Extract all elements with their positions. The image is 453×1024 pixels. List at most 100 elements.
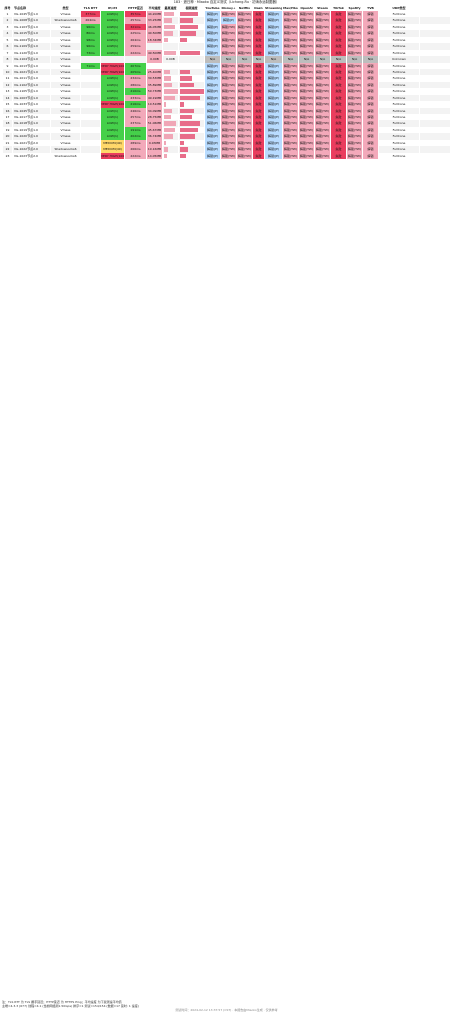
speed-bar [180, 76, 193, 81]
table-cell: VG-1033节点1.0 [13, 101, 51, 108]
table-cell: 解锁(TW) [299, 36, 315, 44]
table-cell: 解锁(JP) [205, 152, 221, 160]
table-cell: 解锁(JP) [205, 101, 221, 108]
table-cell: 解锁 [363, 114, 379, 121]
table-cell: 解锁(TW) [347, 11, 363, 18]
table-cell: 解锁(TW) [315, 101, 331, 108]
table-cell: 解锁(JP) [265, 68, 283, 76]
table-cell: 解锁(TW) [315, 126, 331, 134]
table-cell: VG-1013节点1.0 [13, 62, 51, 69]
table-cell: 失败 [331, 62, 347, 69]
speed-bar [180, 24, 199, 30]
table-cell: 解锁(TW) [299, 49, 315, 57]
table-cell: 解锁(TW) [237, 120, 253, 127]
table-row: 10 VG-1021节点1.0 Vmess VERY HIGH(100) 205ms 25… [3, 68, 450, 76]
table-cell [81, 107, 101, 114]
table-cell [179, 17, 205, 24]
table-cell: Vmess [51, 126, 81, 134]
table-cell: 解锁 [363, 23, 379, 31]
table-cell: 解锁(TW) [221, 30, 237, 37]
table-cell: 解锁(TW) [299, 152, 315, 160]
table-cell: 解锁(TW) [315, 81, 331, 89]
table-cell: 失败 [331, 11, 347, 18]
table-cell: 失败 [253, 139, 265, 147]
table-cell: 解锁(JP) [221, 17, 237, 24]
table-cell: 失败 [253, 75, 265, 82]
table-cell: 失败 [331, 43, 347, 50]
table-cell: 解锁(TW) [237, 23, 253, 31]
table-cell: 解锁(JP) [205, 133, 221, 140]
table-cell: 解锁(TW) [221, 81, 237, 89]
speed-bar [180, 31, 197, 36]
table-cell: 失败 [331, 30, 347, 37]
table-cell: 解锁(TW) [237, 107, 253, 114]
table-cell: 7 [3, 49, 13, 57]
table-cell: VG-1004节点1.0 [13, 36, 51, 44]
table-cell [81, 88, 101, 95]
table-cell: FullCone [379, 120, 420, 127]
speed-bar [180, 140, 184, 146]
table-cell: 解锁(TW) [221, 107, 237, 114]
table-cell [163, 101, 179, 108]
table-cell: Vmess [51, 62, 81, 69]
table-cell [163, 146, 179, 153]
table-cell: 解锁(TW) [347, 17, 363, 24]
table-cell [163, 43, 179, 50]
table-cell: 解锁(TW) [221, 11, 237, 18]
table-cell: 9 [3, 62, 13, 69]
table-cell: 解锁(TW) [237, 152, 253, 160]
table-cell: 失败 [331, 120, 347, 127]
table-cell: 失败 [331, 101, 347, 108]
table-cell: 解锁(TW) [283, 36, 299, 44]
table-cell: VG-1021节点2.0 [13, 139, 51, 147]
table-cell: 解锁(TW) [283, 107, 299, 114]
table-cell: 15 [3, 101, 13, 108]
table-row: 1 VG-1045节点1.0 Vmess 377ms LOW(1) 357ms 44.20M… [3, 11, 450, 18]
table-cell: 解锁(JP) [205, 139, 221, 147]
table-cell: 59.73MB [147, 88, 163, 95]
table-cell: Shadowsocks6 [51, 152, 81, 160]
table-cell: Vmess [51, 94, 81, 102]
table-cell: 解锁(TW) [299, 11, 315, 18]
speed-bar [180, 115, 192, 120]
table-cell: 解锁(TW) [299, 101, 315, 108]
header-cell: IP/ctt [101, 5, 125, 11]
table-cell: 357ms [125, 11, 147, 18]
table-cell: 解锁(JP) [205, 81, 221, 89]
table-cell: 失败 [253, 49, 265, 57]
table-cell: 解锁 [363, 94, 379, 102]
table-cell: 失败 [253, 62, 265, 69]
table-cell: VG-1103节点1.0 [13, 23, 51, 31]
table-cell: 6 [3, 43, 13, 50]
table-cell: 解锁(TW) [299, 75, 315, 82]
table-cell: 96ms [81, 23, 101, 31]
table-cell [147, 62, 163, 69]
speed-bar [180, 147, 188, 152]
footer-time: 测试时间：2024-02-12 13:37:57 (CST) · 本报告由Mia… [175, 1008, 278, 1012]
table-cell [81, 75, 101, 82]
table-cell: 失败 [253, 152, 265, 160]
table-cell [179, 49, 205, 57]
speed-bar [164, 115, 171, 120]
table-cell: 解锁(TW) [299, 126, 315, 134]
table-cell: 解锁 [363, 120, 379, 127]
speed-bar [164, 121, 176, 126]
table-cell: 失败 [253, 36, 265, 44]
table-cell: 12 [3, 81, 13, 89]
table-cell: 80ms [81, 30, 101, 37]
table-cell: 失败 [253, 114, 265, 121]
table-cell: 解锁(JP) [265, 94, 283, 102]
speed-bar [164, 108, 172, 113]
speed-bar [164, 147, 169, 152]
speed-bar [164, 89, 178, 94]
table-row: 7 VG-1120节点1.0 Vmess 73ms LOW(1) 222ms 49.50MB… [3, 49, 450, 57]
table-cell: 35.89MB [147, 81, 163, 89]
table-cell: 解锁(TW) [347, 88, 363, 95]
table-cell: 解锁(TW) [221, 120, 237, 127]
table-cell: 14.05MB [147, 152, 163, 160]
table-cell: VERY HIGH(100) [101, 62, 125, 69]
table-cell: Vmess [51, 68, 81, 76]
table-cell: N/A [331, 56, 347, 63]
table-cell: 解锁(TW) [299, 114, 315, 121]
table-cell: 解锁(TW) [283, 139, 299, 147]
